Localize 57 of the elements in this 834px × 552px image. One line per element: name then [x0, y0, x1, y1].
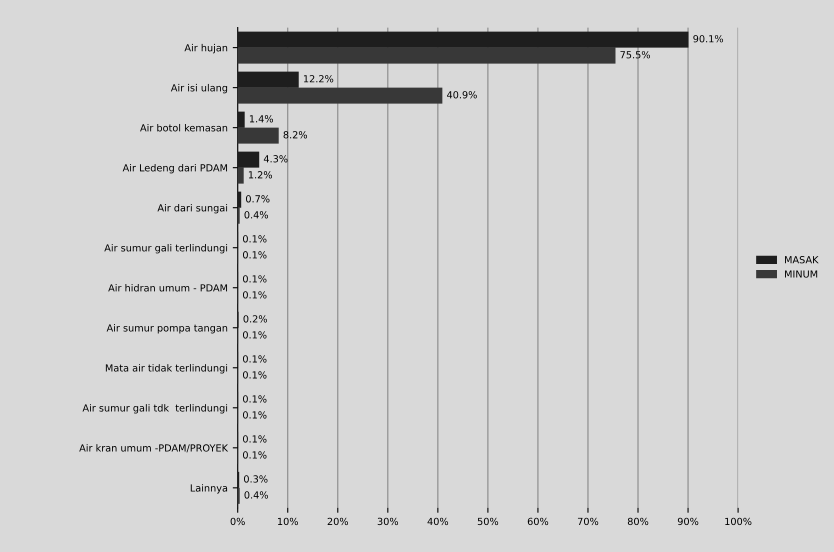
y-tick-label: Air kran umum -PDAM/PROYEK — [79, 444, 228, 452]
data-label: 0.7% — [246, 195, 270, 203]
bar — [238, 112, 245, 128]
x-tick-label: 50% — [478, 518, 498, 526]
legend-label: MASAK — [785, 256, 819, 264]
x-tick-label: 20% — [328, 518, 348, 526]
legend-label: MINUM — [785, 270, 818, 278]
data-label: 4.3% — [264, 155, 288, 162]
data-label: 1.4% — [250, 115, 274, 122]
y-tick-label: Mata air tidak terlindungi — [106, 364, 228, 374]
data-label: 40.9% — [446, 91, 477, 98]
bar — [238, 88, 442, 104]
data-label: 12.2% — [304, 75, 334, 82]
data-label: 8.2% — [284, 131, 308, 138]
y-tick-label: Air sumur gali tdk terlindungi — [82, 404, 228, 414]
x-tick-label: 100% — [725, 518, 752, 526]
data-label: 0.1% — [243, 291, 267, 299]
y-tick-label: Air sumur gali terlindungi — [104, 244, 228, 254]
data-label: 0.1% — [243, 435, 267, 443]
y-tick-label: Lainnya — [190, 484, 228, 494]
data-label: 0.1% — [243, 371, 267, 379]
data-label: 75.5% — [620, 51, 650, 58]
y-tick-label: Air hidran umum - PDAM — [108, 284, 228, 292]
data-label: 0.1% — [243, 411, 267, 419]
data-label: 0.1% — [243, 331, 267, 339]
data-label: 0.1% — [243, 451, 267, 459]
y-tick-label: Air sumur pompa tangan — [106, 324, 228, 334]
data-label: 0.1% — [243, 235, 267, 243]
x-tick-label: 0% — [230, 518, 245, 526]
x-tick-label: 40% — [428, 518, 448, 526]
data-label: 0.4% — [244, 491, 268, 499]
y-tick-label: Air dari sungai — [157, 204, 228, 214]
x-tick-label: 90% — [678, 518, 698, 526]
data-label: 90.1% — [693, 35, 724, 42]
bar — [238, 32, 689, 48]
y-tick-label: Air Ledeng dari PDAM — [122, 164, 228, 174]
data-label: 0.1% — [243, 395, 267, 403]
y-tick-label: Air isi ulang — [170, 84, 228, 94]
data-label: 0.3% — [244, 475, 268, 483]
x-tick-label: 10% — [278, 518, 298, 526]
data-label: 0.1% — [243, 251, 267, 259]
x-tick-label: 60% — [528, 518, 548, 526]
bar — [238, 128, 279, 144]
data-label: 1.2% — [248, 171, 272, 178]
y-tick-label: Air hujan — [184, 44, 228, 54]
bar — [238, 48, 616, 64]
x-tick-label: 70% — [578, 518, 598, 526]
data-label: 0.2% — [244, 315, 268, 323]
bar — [238, 168, 244, 184]
bar — [238, 72, 299, 88]
bar — [238, 152, 260, 168]
data-label: 0.1% — [243, 275, 267, 283]
x-tick-label: 30% — [378, 518, 398, 526]
data-label: 0.4% — [244, 211, 268, 219]
data-label: 0.1% — [243, 355, 267, 363]
x-tick-label: 80% — [628, 518, 648, 526]
y-tick-label: Air botol kemasan — [140, 124, 228, 132]
